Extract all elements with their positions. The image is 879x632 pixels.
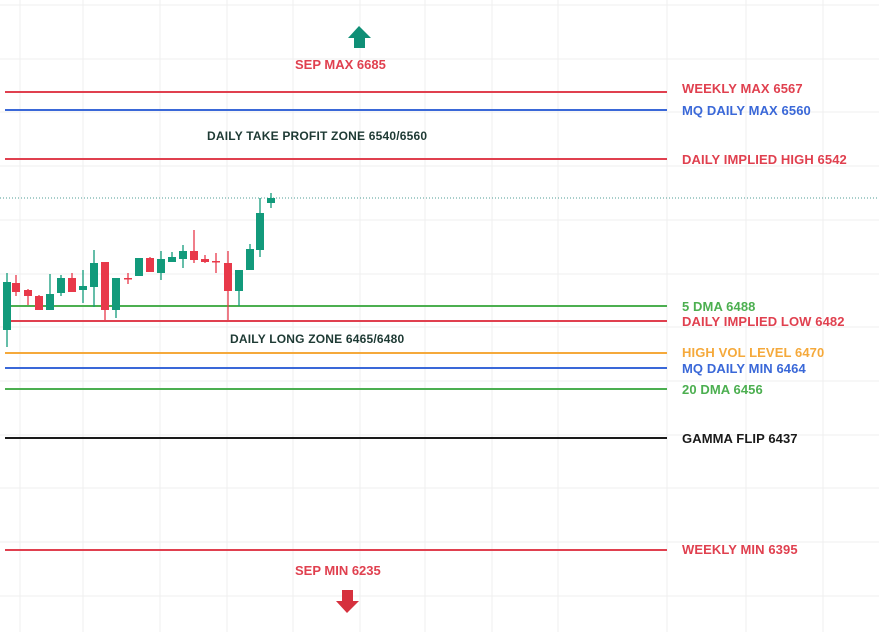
candle — [90, 250, 98, 307]
sep-min-label: SEP MIN 6235 — [295, 563, 381, 578]
candle — [24, 289, 32, 305]
candle — [157, 251, 165, 280]
candle — [101, 262, 109, 320]
candle — [57, 275, 65, 296]
candle — [256, 198, 264, 257]
gamma-flip-label: GAMMA FLIP 6437 — [682, 431, 798, 446]
candle — [235, 270, 243, 306]
level-lines — [5, 91, 667, 551]
long-zone-label: DAILY LONG ZONE 6465/6480 — [230, 332, 405, 346]
daily-implied-high-label: DAILY IMPLIED HIGH 6542 — [682, 152, 847, 167]
candle — [3, 273, 11, 347]
candles — [3, 193, 275, 347]
high-vol-level-label: HIGH VOL LEVEL 6470 — [682, 345, 825, 360]
twenty-dma-label: 20 DMA 6456 — [682, 382, 763, 397]
five-dma-label: 5 DMA 6488 — [682, 299, 756, 314]
arrow-down-icon — [336, 590, 359, 613]
mq-daily-max-label: MQ DAILY MAX 6560 — [682, 103, 811, 118]
candle — [124, 273, 132, 284]
candle — [112, 278, 120, 318]
candle — [79, 270, 87, 303]
sep-max-label: SEP MAX 6685 — [295, 57, 386, 72]
mq-daily-min-label: MQ DAILY MIN 6464 — [682, 361, 806, 376]
candle — [12, 275, 20, 296]
candle — [212, 253, 220, 273]
candle — [168, 252, 176, 262]
candle — [35, 295, 43, 310]
candle — [179, 245, 187, 268]
candle — [246, 244, 254, 270]
arrow-up-icon — [348, 26, 371, 48]
candle — [201, 255, 209, 263]
candle — [135, 258, 143, 276]
weekly-max-label: WEEKLY MAX 6567 — [682, 81, 803, 96]
candle — [68, 273, 76, 292]
candle — [146, 257, 154, 272]
candle — [190, 230, 198, 263]
weekly-min-label: WEEKLY MIN 6395 — [682, 542, 798, 557]
take-profit-zone-label: DAILY TAKE PROFIT ZONE 6540/6560 — [207, 129, 428, 143]
daily-implied-low-label: DAILY IMPLIED LOW 6482 — [682, 314, 845, 329]
candle — [267, 193, 275, 208]
candle — [224, 251, 232, 320]
candle — [46, 274, 54, 310]
